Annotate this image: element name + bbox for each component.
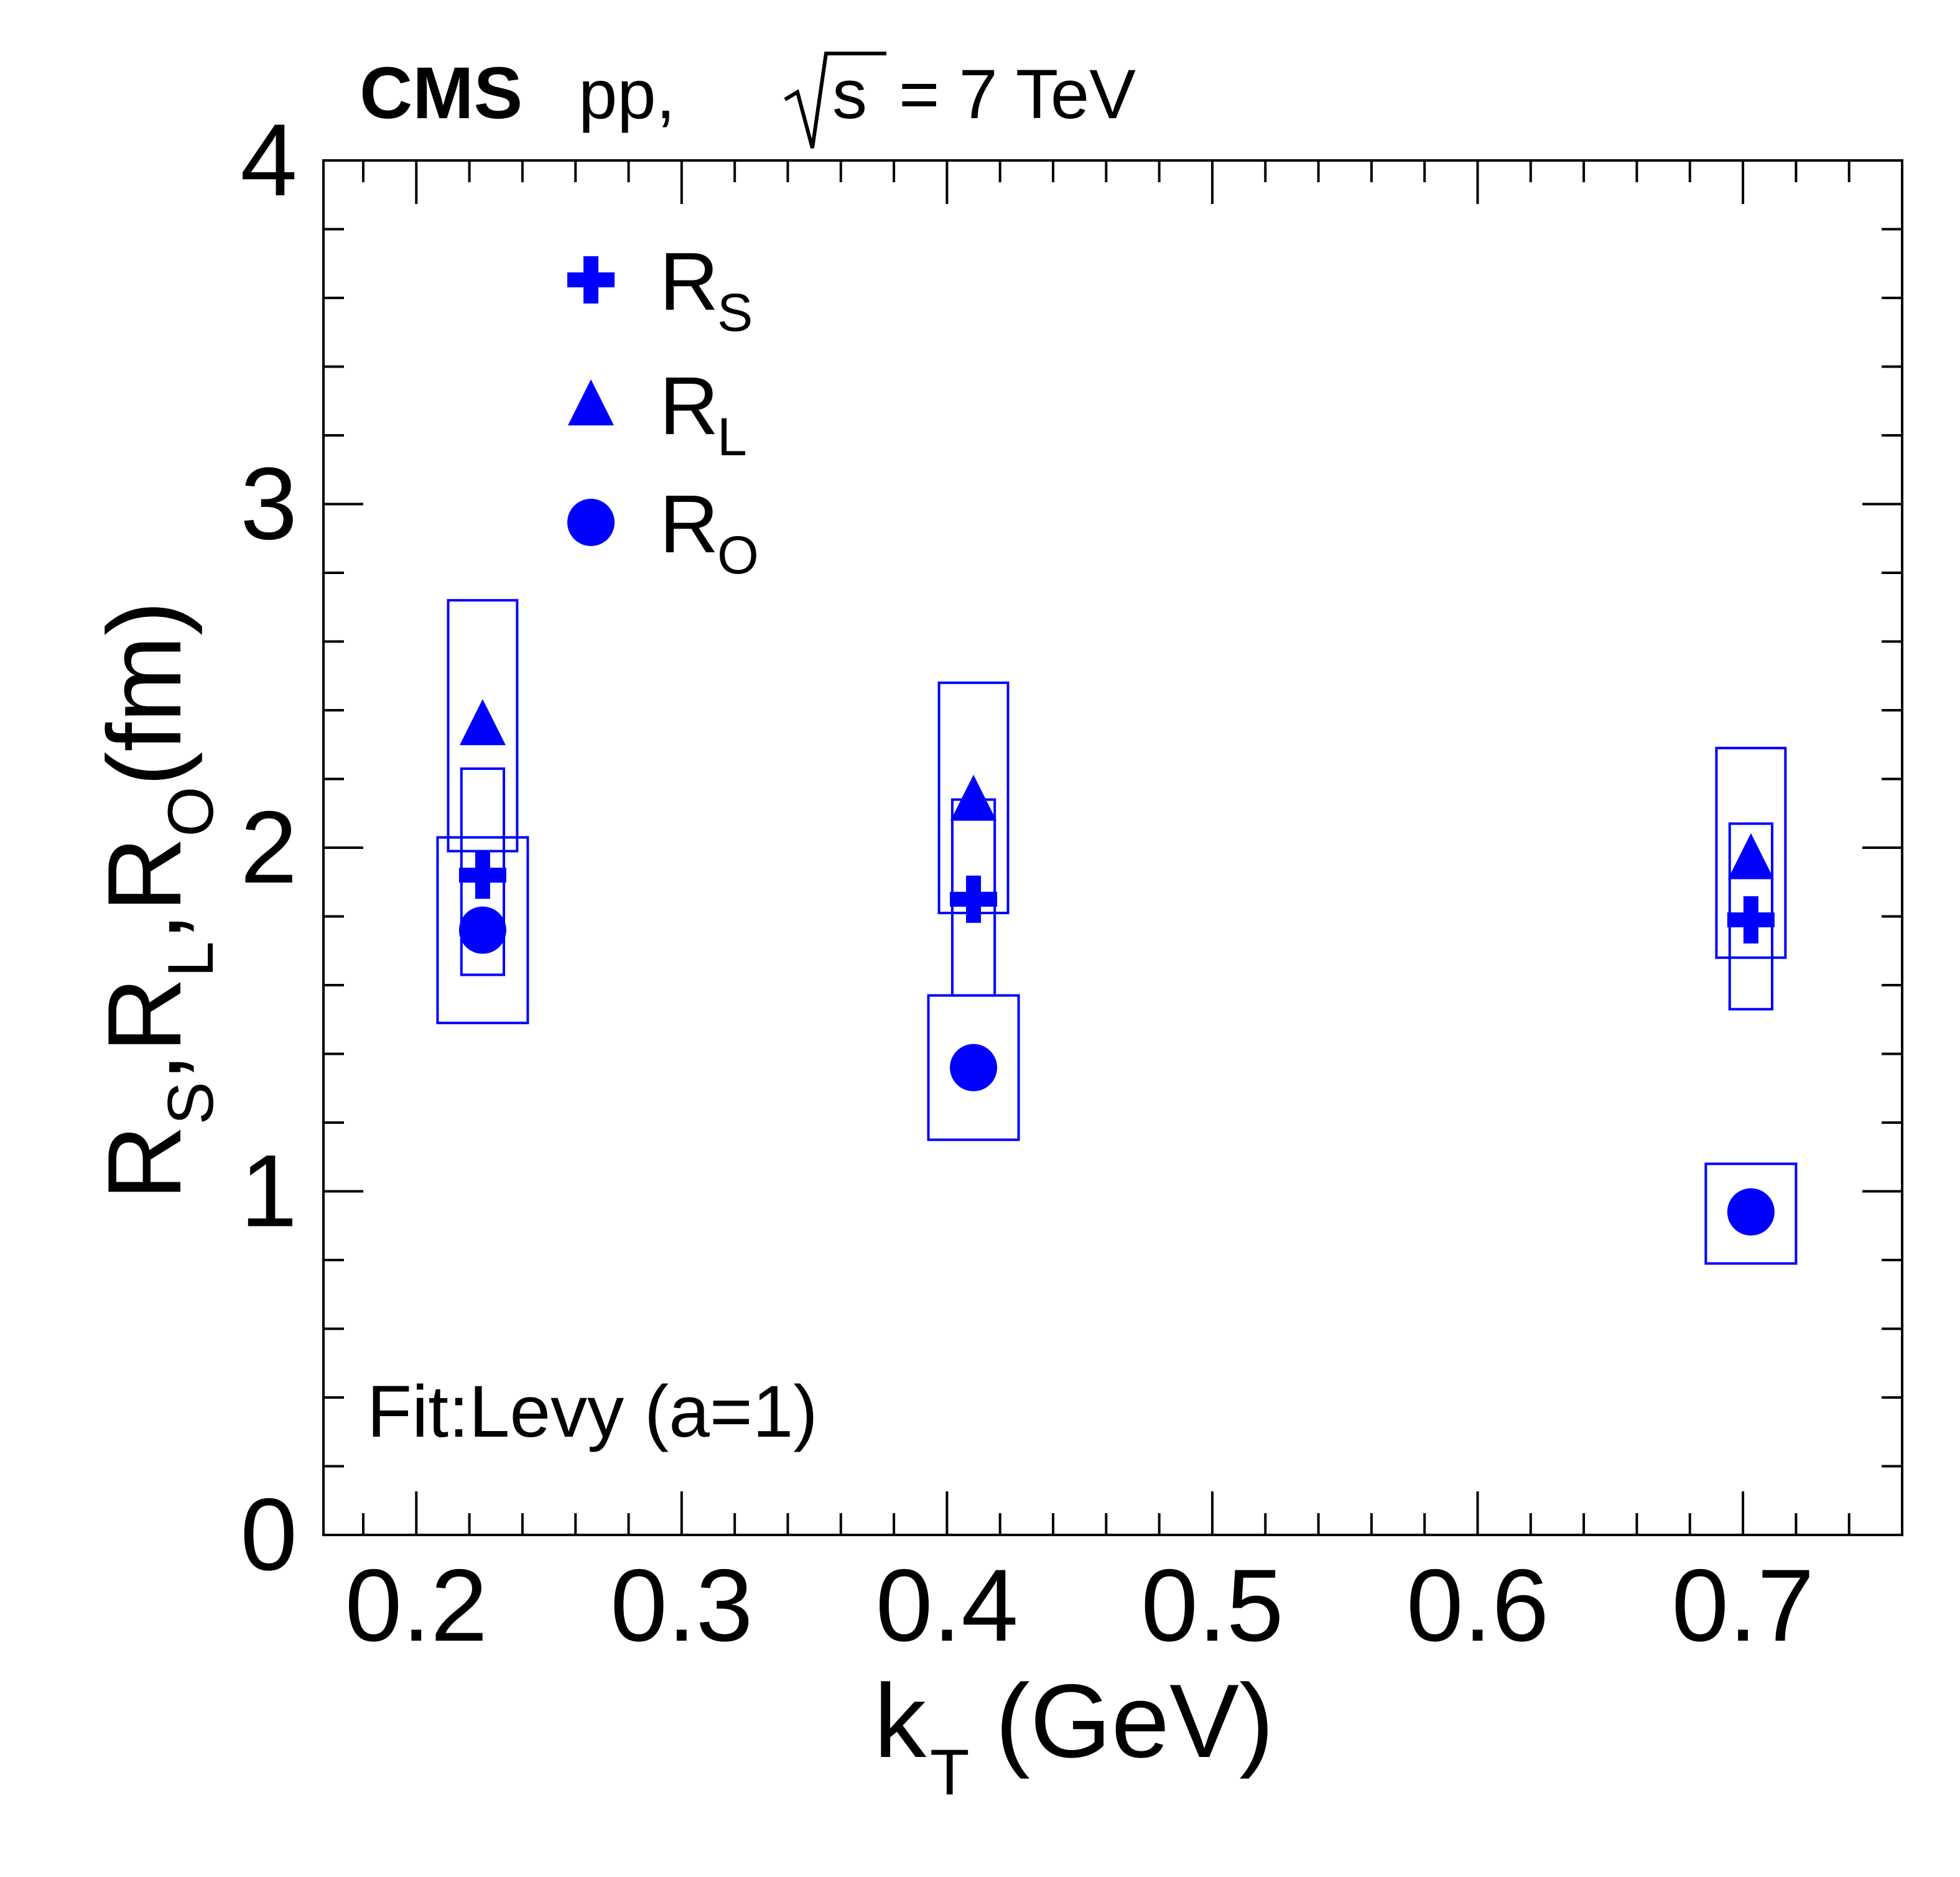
legend-item-circle: RO xyxy=(567,478,759,585)
legend-label-sub: L xyxy=(717,407,747,467)
data-point-cross xyxy=(1727,896,1775,944)
legend-marker-triangle xyxy=(568,379,614,425)
data-point-cross xyxy=(458,851,506,899)
x-axis-title-unit: (GeV) xyxy=(995,1662,1274,1779)
legend-item-triangle: RL xyxy=(568,360,747,467)
y-tick-label: 0 xyxy=(240,1477,297,1592)
x-axis-title-sub: T xyxy=(930,1736,970,1809)
y-title-rl-sub: L xyxy=(155,941,227,977)
y-tick-label: 2 xyxy=(240,790,297,904)
fit-annotation: Fit:Levy (a=1) xyxy=(367,1371,818,1453)
legend-label-main: R xyxy=(659,236,718,327)
cross-bar-vertical xyxy=(475,851,490,899)
syst-box-triangle xyxy=(1715,746,1787,959)
data-point-triangle xyxy=(1727,833,1774,879)
experiment-label: CMS xyxy=(360,52,523,134)
data-point-triangle xyxy=(950,774,997,821)
legend-marker-circle xyxy=(567,499,615,546)
y-title-rl-main: R xyxy=(86,977,203,1052)
energy-value: = 7 TeV xyxy=(899,55,1136,133)
plot-area xyxy=(436,599,1798,1265)
y-title-comma-1: , xyxy=(86,1053,203,1082)
data-point-triangle xyxy=(459,699,506,746)
sqrt-sign xyxy=(784,52,886,149)
system-label: pp, xyxy=(578,55,676,133)
syst-box-triangle xyxy=(447,599,519,853)
y-tick-label: 3 xyxy=(240,447,297,561)
y-title-unit: (fm) xyxy=(86,601,203,787)
data-point-circle xyxy=(1727,1188,1775,1236)
x-tick-label: 0.4 xyxy=(876,1548,1018,1662)
legend-label-sub: S xyxy=(717,283,753,343)
energy-label: s = 7 TeV xyxy=(784,52,1136,149)
y-tick-label: 4 xyxy=(240,103,297,217)
x-tick-label: 0.3 xyxy=(610,1548,753,1662)
y-title-comma-2: , xyxy=(86,912,203,942)
y-title-rs-sub: S xyxy=(155,1082,227,1124)
energy-variable: s xyxy=(832,55,867,133)
syst-box-circle xyxy=(1704,1162,1798,1265)
legend-label-main: R xyxy=(659,360,718,452)
legend-label-sub: O xyxy=(717,526,759,585)
cross-bar-vertical xyxy=(583,256,598,304)
x-axis-title: k T (GeV) xyxy=(874,1662,1274,1809)
syst-box-circle xyxy=(927,994,1020,1141)
cross-bar-vertical xyxy=(1743,896,1758,944)
y-title-ro-main: R xyxy=(86,837,203,912)
legend-item-cross: RS xyxy=(567,236,753,343)
x-tick-label: 0.5 xyxy=(1141,1548,1283,1662)
legend-label-main: R xyxy=(659,478,718,570)
x-tick-label: 0.7 xyxy=(1671,1548,1814,1662)
data-point-circle xyxy=(458,906,506,954)
syst-box-circle xyxy=(436,836,529,1024)
y-axis-title: RS,RL,RO(fm) xyxy=(86,601,227,1200)
x-axis-title-main: k xyxy=(874,1662,927,1779)
y-title-ro-sub: O xyxy=(155,787,227,837)
cross-bar-vertical xyxy=(966,875,982,923)
y-title-rs-main: R xyxy=(86,1125,203,1200)
svg-text:RS,RL,RO(fm): RS,RL,RO(fm) xyxy=(86,601,227,1200)
legend-marker-cross xyxy=(567,256,615,304)
axes: 0 1 2 3 4 0.2 0.3 0.4 0.5 0.6 0.7 xyxy=(240,103,1903,1662)
y-tick-label: 1 xyxy=(240,1134,297,1248)
x-tick-label: 0.2 xyxy=(345,1548,488,1662)
data-point-circle xyxy=(950,1044,998,1091)
x-tick-label: 0.6 xyxy=(1406,1548,1549,1662)
data-point-cross xyxy=(950,875,998,923)
